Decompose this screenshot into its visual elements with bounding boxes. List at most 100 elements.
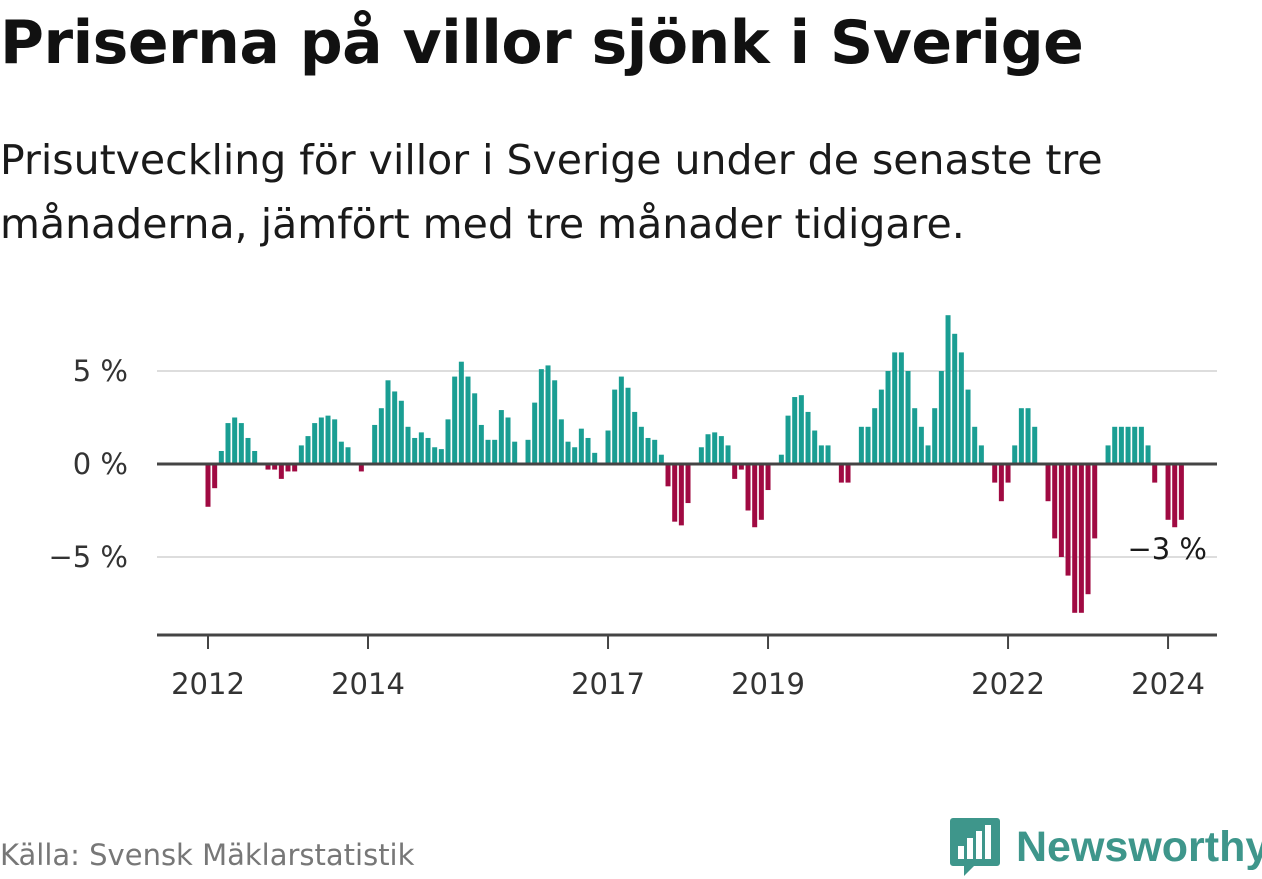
bar bbox=[905, 371, 911, 464]
chart-title: Priserna på villor sjönk i Sverige bbox=[0, 8, 1084, 78]
bar bbox=[992, 464, 998, 483]
bar bbox=[858, 426, 864, 464]
bar bbox=[718, 436, 724, 464]
bar bbox=[432, 447, 438, 464]
bar bbox=[825, 445, 831, 464]
bar bbox=[932, 408, 938, 464]
bar bbox=[812, 430, 818, 464]
bar bbox=[492, 439, 498, 464]
bar bbox=[445, 419, 451, 464]
bar bbox=[838, 464, 844, 483]
gridlines bbox=[157, 370, 1217, 558]
bar bbox=[972, 426, 978, 464]
bar bbox=[312, 423, 318, 464]
bar bbox=[538, 369, 544, 464]
x-axis-ticks: 2012 2014 2017 2019 2022 2024 bbox=[171, 635, 1205, 701]
bar bbox=[698, 447, 704, 464]
bar bbox=[965, 389, 971, 464]
bar bbox=[945, 315, 951, 464]
bar bbox=[938, 371, 944, 464]
bar bbox=[1178, 464, 1184, 520]
bar bbox=[845, 464, 851, 483]
bar bbox=[685, 464, 691, 504]
bar bbox=[405, 426, 411, 464]
bar bbox=[218, 450, 224, 464]
bar bbox=[712, 432, 718, 464]
bar bbox=[478, 424, 484, 464]
bar bbox=[678, 464, 684, 526]
bar bbox=[632, 411, 638, 464]
bar bbox=[545, 365, 551, 464]
bar bbox=[1012, 445, 1018, 464]
bar bbox=[978, 445, 984, 464]
source-note: Källa: Svensk Mäklarstatistik bbox=[0, 838, 415, 872]
bar bbox=[758, 464, 764, 520]
bar bbox=[245, 437, 251, 464]
bar bbox=[1138, 426, 1144, 464]
bar bbox=[872, 408, 878, 464]
bar bbox=[625, 387, 631, 464]
bar bbox=[1152, 464, 1158, 483]
bar bbox=[1072, 464, 1078, 613]
bar bbox=[652, 439, 658, 464]
bar bbox=[885, 371, 891, 464]
bar bbox=[392, 391, 398, 464]
bar bbox=[252, 450, 258, 464]
x-tick-label: 2022 bbox=[971, 667, 1045, 701]
bar bbox=[1172, 464, 1178, 528]
bar bbox=[1092, 464, 1098, 539]
bar bbox=[672, 464, 678, 522]
brand-name: Newsworthy bbox=[1016, 822, 1262, 871]
bar bbox=[592, 452, 598, 464]
bars bbox=[205, 315, 1184, 613]
bar bbox=[472, 393, 478, 464]
y-axis-ticks: 5 % 0 % −5 % bbox=[48, 354, 128, 574]
bar bbox=[745, 464, 751, 511]
bar bbox=[212, 464, 218, 489]
bar-chart-logo-icon bbox=[950, 818, 1000, 876]
bar bbox=[792, 397, 798, 464]
bar bbox=[458, 361, 464, 464]
bar bbox=[425, 437, 431, 464]
bar bbox=[572, 447, 578, 464]
y-tick-label: 5 % bbox=[73, 354, 128, 388]
bar bbox=[1052, 464, 1058, 539]
bar bbox=[292, 464, 298, 472]
bar bbox=[505, 417, 511, 464]
bar bbox=[1025, 408, 1031, 464]
bar bbox=[645, 437, 651, 464]
bar bbox=[658, 454, 664, 464]
bar bbox=[232, 417, 238, 464]
bar bbox=[512, 441, 518, 464]
bar bbox=[565, 441, 571, 464]
bar bbox=[1132, 426, 1138, 464]
bar bbox=[778, 454, 784, 464]
bar bbox=[305, 436, 311, 464]
bar bbox=[498, 410, 504, 464]
bar bbox=[998, 464, 1004, 502]
bar bbox=[912, 408, 918, 464]
bar bbox=[1018, 408, 1024, 464]
bar bbox=[1032, 426, 1038, 464]
x-tick-label: 2019 bbox=[731, 667, 805, 701]
bar bbox=[878, 389, 884, 464]
bar bbox=[865, 426, 871, 464]
x-tick-label: 2014 bbox=[331, 667, 405, 701]
bar bbox=[618, 376, 624, 464]
y-tick-label: −5 % bbox=[48, 540, 128, 574]
bar bbox=[1085, 464, 1091, 595]
bar bbox=[785, 415, 791, 464]
bar bbox=[1145, 445, 1151, 464]
bar bbox=[418, 432, 424, 464]
bar bbox=[732, 464, 738, 479]
bar bbox=[638, 426, 644, 464]
bar bbox=[332, 419, 338, 464]
bar bbox=[578, 428, 584, 464]
bar bbox=[798, 395, 804, 464]
bar bbox=[918, 426, 924, 464]
bar bbox=[278, 464, 284, 479]
bar bbox=[345, 447, 351, 464]
chart-subtitle: Prisutveckling för villor i Sverige unde… bbox=[0, 136, 1103, 248]
bar bbox=[612, 389, 618, 464]
bar bbox=[1078, 464, 1084, 613]
